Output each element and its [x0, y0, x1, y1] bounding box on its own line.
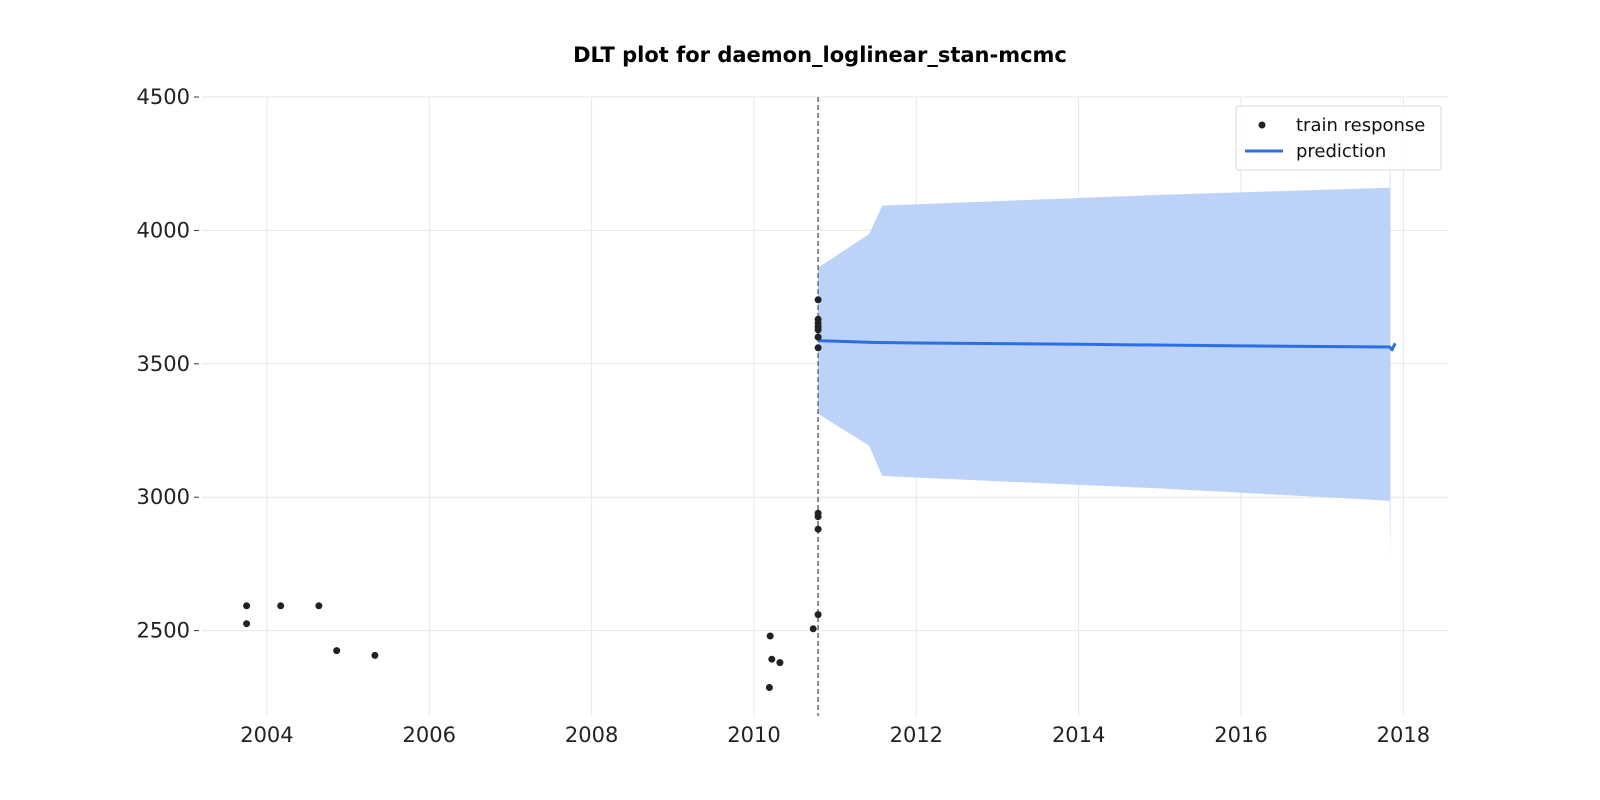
- legend-label-train-response: train response: [1296, 115, 1425, 136]
- train-response-point: [814, 509, 822, 517]
- train-response-point: [243, 620, 251, 628]
- train-response-point: [315, 602, 323, 610]
- chart-title: DLT plot for daemon_loglinear_stan-mcmc: [573, 43, 1067, 67]
- train-response-point: [243, 602, 251, 610]
- y-tick-label: 4000: [137, 218, 190, 242]
- y-tick-label: 3000: [137, 485, 190, 509]
- prediction-line-layer: [818, 339, 1397, 352]
- train-response-point: [371, 651, 379, 659]
- y-tick-label: 2500: [137, 619, 190, 643]
- x-tick-label: 2014: [1052, 723, 1105, 747]
- legend-label-prediction: prediction: [1296, 141, 1386, 162]
- y-tick-label: 4500: [137, 85, 190, 109]
- x-tick-label: 2012: [890, 723, 943, 747]
- train-response-point: [814, 333, 822, 341]
- x-tick-label: 2008: [565, 723, 618, 747]
- train-response-point: [814, 296, 822, 304]
- x-tick-label: 2006: [403, 723, 456, 747]
- x-tick-label: 2018: [1377, 723, 1430, 747]
- train-response-point: [766, 632, 774, 640]
- axis-layer: 2004 2006 2008 2010 2012 2014 2016 2018 2500 3000…: [137, 85, 1431, 747]
- legend-marker-train-response: [1258, 121, 1266, 129]
- train-response-point: [277, 602, 285, 610]
- x-tick-label: 2004: [240, 723, 293, 747]
- x-tick-label: 2016: [1214, 723, 1267, 747]
- prediction-line: [818, 339, 1397, 352]
- legend: train response prediction: [1235, 105, 1442, 171]
- y-tick-label: 3500: [137, 352, 190, 376]
- train-response-point: [814, 315, 822, 323]
- train-response-point: [333, 647, 341, 655]
- legend-box: [1235, 105, 1442, 171]
- train-response-point: [814, 611, 822, 619]
- train-response-point: [814, 344, 822, 352]
- train-response-point: [809, 625, 817, 633]
- train-response-point: [768, 655, 776, 663]
- x-tick-label: 2010: [727, 723, 780, 747]
- train-response-point: [814, 525, 822, 533]
- train-response-point: [765, 684, 773, 691]
- train-response-layer: [243, 296, 822, 691]
- train-response-point: [776, 659, 784, 667]
